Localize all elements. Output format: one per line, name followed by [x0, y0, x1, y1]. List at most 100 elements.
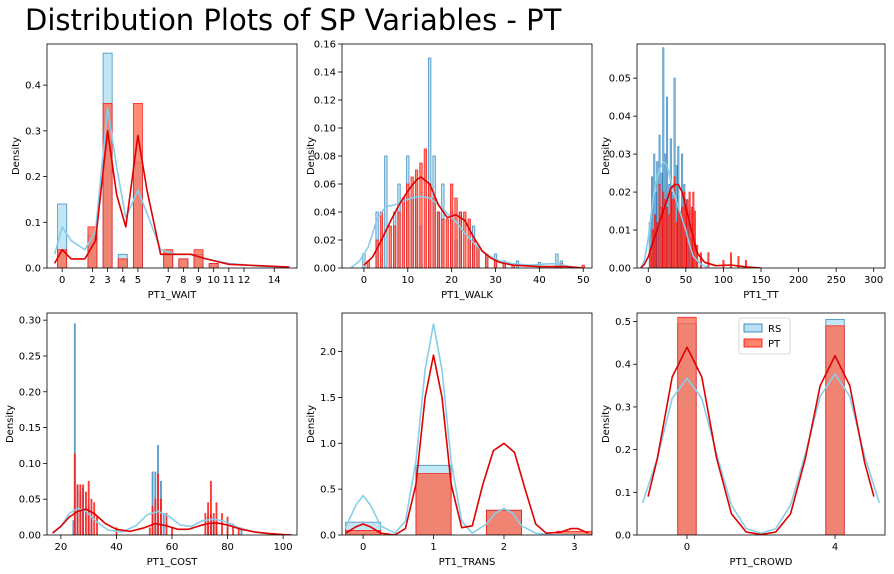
- bar-rs: [656, 161, 659, 268]
- x-tick-label: 200: [789, 275, 808, 286]
- bar-rs: [555, 253, 559, 268]
- bar-rs: [151, 471, 154, 535]
- x-tick-label: 12: [238, 275, 251, 286]
- y-tick-label: 0.14: [314, 68, 336, 79]
- bar-pt: [454, 197, 458, 268]
- kde-line-pt: [363, 176, 584, 268]
- y-tick-label: 0.30: [19, 316, 41, 327]
- bar-rs: [384, 155, 388, 268]
- bar-pt: [463, 211, 467, 268]
- x-tick-label: 300: [864, 275, 883, 286]
- bar-pt: [673, 176, 676, 268]
- bar-rs: [428, 57, 432, 268]
- x-tick-label: 30: [489, 275, 502, 286]
- bar-pt: [669, 191, 672, 268]
- x-axis-label: PT1_WALK: [441, 290, 493, 301]
- bar-pt: [226, 516, 229, 535]
- x-tick-label: 2: [501, 542, 507, 553]
- y-tick-label: 0.00: [19, 531, 41, 542]
- bar-pt: [654, 214, 657, 268]
- y-tick-label: 0.02: [609, 188, 631, 199]
- x-tick-label: 8: [180, 275, 186, 286]
- y-tick-label: 0.20: [19, 387, 41, 398]
- legend-label-pt: PT: [768, 339, 781, 350]
- x-tick-label: 7: [165, 275, 171, 286]
- y-tick-label: 0.2: [615, 445, 631, 456]
- x-tick-label: 14: [268, 275, 281, 286]
- bar-pt: [345, 530, 382, 535]
- x-tick-label: 3: [104, 275, 110, 286]
- x-tick-label: 4: [120, 275, 126, 286]
- bar-pt: [677, 206, 680, 268]
- bar-pt: [450, 183, 454, 268]
- bar-rs: [666, 96, 669, 268]
- bar-pt: [193, 249, 204, 268]
- y-tick-label: 0.1: [615, 488, 631, 499]
- bar-pt: [699, 252, 702, 268]
- x-tick-label: 50: [679, 275, 692, 286]
- kde-line-pt: [52, 508, 292, 535]
- bar-pt: [419, 162, 423, 268]
- bar-pt: [165, 513, 168, 535]
- panel-trans: 0 1 2 3 0.0 0.5 1.0 1.5 2.0 PT1_TRANS Density: [306, 312, 593, 568]
- x-tick-label: 40: [110, 542, 123, 553]
- x-tick-label: 2: [89, 275, 95, 286]
- x-axis-label: PT1_CROWD: [730, 557, 793, 568]
- axes-frame: [46, 43, 298, 269]
- bar-pt: [428, 183, 432, 268]
- bar-pt: [212, 513, 215, 535]
- x-tick-label: 100: [274, 542, 293, 553]
- y-axis-label: Density: [306, 137, 317, 175]
- bar-pt: [171, 527, 173, 535]
- marks-walk: [350, 57, 585, 268]
- y-tick-label: 0.01: [609, 226, 631, 237]
- x-tick-label: 0: [645, 275, 651, 286]
- marks-tt: [640, 47, 762, 268]
- bar-pt: [393, 225, 397, 268]
- y-tick-label: 0.0: [615, 531, 631, 542]
- bar-pt: [688, 191, 691, 268]
- y-axis-label: Density: [11, 137, 22, 175]
- bar-rs: [162, 513, 165, 535]
- panel-tt: 0 50 100 150 200 250 300 0.00 0.01 0.02 0.03 0.04 0.…: [601, 43, 886, 301]
- bar-pt: [471, 239, 476, 268]
- axes-frame: [341, 312, 593, 536]
- bar-pt: [485, 509, 522, 535]
- bar-pt: [581, 264, 585, 268]
- bar-pt: [154, 498, 157, 535]
- bar-pt: [666, 206, 669, 268]
- y-tick-label: 0.0: [320, 531, 336, 542]
- bar-pt: [401, 197, 406, 268]
- axes-frame: [636, 312, 886, 536]
- bar-pt: [436, 211, 441, 268]
- bar-pt: [722, 260, 725, 268]
- y-tick-label: 0.10: [314, 124, 336, 135]
- y-tick-label: 0.05: [19, 495, 41, 506]
- x-tick-label: 40: [533, 275, 546, 286]
- y-tick-label: 0.00: [609, 264, 631, 275]
- x-tick-label: 100: [714, 275, 733, 286]
- y-tick-label: 0.5: [320, 485, 336, 496]
- marks-cost: [52, 323, 292, 535]
- bar-rs: [57, 203, 68, 268]
- bar-pt: [671, 199, 674, 268]
- bar-pt: [649, 252, 652, 268]
- y-tick-label: 0.03: [609, 150, 631, 161]
- y-tick-label: 0.05: [609, 74, 631, 85]
- y-tick-label: 0.2: [25, 172, 41, 183]
- bar-pt: [87, 480, 90, 535]
- bar-pt: [85, 491, 87, 535]
- kde-line-pt: [647, 346, 875, 535]
- bar-pt: [73, 453, 76, 535]
- bar-pt: [117, 258, 128, 268]
- bar-pt: [210, 480, 212, 535]
- x-tick-label: 1: [430, 542, 436, 553]
- legend-swatch-rs: [743, 323, 763, 333]
- y-tick-label: 1.0: [320, 439, 336, 450]
- y-tick-label: 0.10: [19, 459, 41, 470]
- marks-crowd: [641, 316, 881, 535]
- bar-pt: [375, 239, 379, 268]
- bar-pt: [178, 258, 189, 268]
- marks-wait: [53, 52, 290, 268]
- x-tick-label: 5: [135, 275, 141, 286]
